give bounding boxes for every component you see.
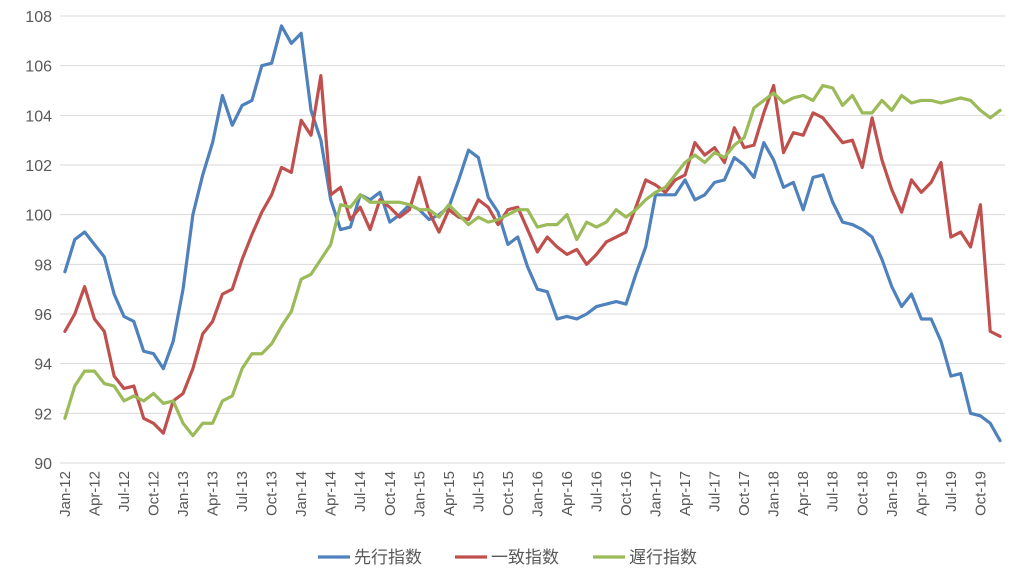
x-tick-label: Apr-18 xyxy=(795,471,812,516)
x-tick-label: Oct-18 xyxy=(854,471,871,516)
x-tick-label: Oct-13 xyxy=(264,471,281,516)
legend-label: 先行指数 xyxy=(354,548,422,567)
y-tick-label: 102 xyxy=(25,158,52,175)
x-tick-label: Apr-14 xyxy=(323,471,340,516)
x-tick-label: Jul-16 xyxy=(588,471,605,512)
x-tick-label: Jan-16 xyxy=(529,471,546,517)
x-tick-label: Oct-14 xyxy=(382,471,399,516)
x-tick-label: Jan-17 xyxy=(648,471,665,517)
x-tick-label: Oct-12 xyxy=(146,471,163,516)
x-tick-label: Apr-19 xyxy=(913,471,930,516)
legend-label: 一致指数 xyxy=(491,548,559,567)
x-tick-label: Jul-19 xyxy=(943,471,960,512)
x-tick-label: Apr-15 xyxy=(441,471,458,516)
y-tick-label: 96 xyxy=(34,307,52,324)
x-tick-label: Apr-13 xyxy=(205,471,222,516)
x-tick-label: Jan-15 xyxy=(411,471,428,517)
legend-label: 遅行指数 xyxy=(629,548,697,567)
y-tick-label: 92 xyxy=(34,406,52,423)
x-tick-label: Oct-15 xyxy=(500,471,517,516)
y-tick-label: 100 xyxy=(25,208,52,225)
x-tick-label: Apr-16 xyxy=(559,471,576,516)
x-tick-label: Jan-14 xyxy=(293,471,310,517)
series-lines xyxy=(63,24,1002,443)
y-tick-label: 94 xyxy=(34,357,52,374)
x-tick-label: Apr-17 xyxy=(677,471,694,516)
x-tick-label: Oct-17 xyxy=(736,471,753,516)
x-tick-label: Jul-13 xyxy=(234,471,251,512)
series-line-1 xyxy=(63,24,1002,443)
y-tick-label: 108 xyxy=(25,9,52,26)
legend: 先行指数 一致指数 遅行指数 xyxy=(318,548,697,567)
x-tick-label: Oct-19 xyxy=(972,471,989,516)
y-tick-label: 98 xyxy=(34,257,52,274)
x-axis-tick-labels: Jan-12 Apr-12 Jul-12 Oct-12 Jan-13 Apr-13 Jul-… xyxy=(57,471,989,517)
x-tick-label: Jan-19 xyxy=(884,471,901,517)
x-tick-label: Oct-16 xyxy=(618,471,635,516)
x-tick-label: Jan-13 xyxy=(175,471,192,517)
x-tick-label: Apr-12 xyxy=(86,471,103,516)
x-tick-label: Jul-15 xyxy=(470,471,487,512)
x-tick-label: Jul-14 xyxy=(352,471,369,512)
x-tick-label: Jul-18 xyxy=(825,471,842,512)
x-tick-label: Jul-12 xyxy=(116,471,133,512)
x-tick-label: Jan-18 xyxy=(766,471,783,517)
series-line-2 xyxy=(63,73,1002,435)
series-line-3 xyxy=(63,83,1002,438)
y-axis-tick-labels: 90 92 94 96 98 100 102 104 106 108 xyxy=(25,9,52,473)
y-tick-label: 90 xyxy=(34,456,52,473)
x-tick-label: Jan-12 xyxy=(57,471,74,517)
y-tick-label: 104 xyxy=(25,108,52,125)
y-tick-label: 106 xyxy=(25,59,52,76)
x-tick-label: Jul-17 xyxy=(707,471,724,512)
